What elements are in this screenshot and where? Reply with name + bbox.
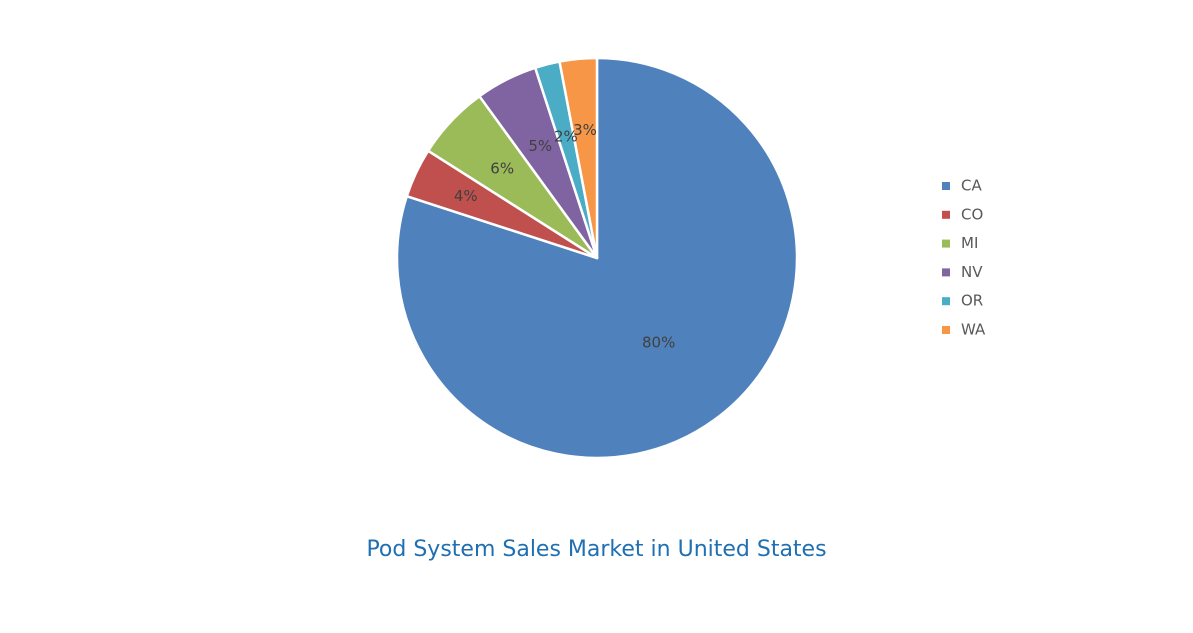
- legend-label-mi: MI: [961, 234, 978, 252]
- legend-swatch-ca: [942, 182, 950, 190]
- legend-swatch-wa: [942, 326, 950, 334]
- data-label-ca: 80%: [642, 333, 675, 351]
- legend-label-co: CO: [961, 205, 983, 223]
- legend: CA CO MI NV OR WA: [942, 177, 986, 339]
- legend-label-wa: WA: [961, 321, 986, 339]
- legend-label-ca: CA: [961, 177, 982, 195]
- data-label-nv: 5%: [528, 137, 552, 155]
- pie-slice-wa: [558, 56, 599, 260]
- pie-slices: [395, 56, 799, 460]
- legend-swatch-nv: [942, 268, 950, 277]
- data-label-co: 4%: [454, 187, 478, 205]
- legend-label-or: OR: [961, 292, 983, 310]
- legend-swatch-co: [942, 210, 950, 219]
- data-label-mi: 6%: [490, 160, 514, 178]
- chart-title: Pod System Sales Market in United States: [366, 537, 827, 562]
- legend-swatch-or: [942, 297, 950, 306]
- data-label-wa: 3%: [573, 121, 597, 139]
- data-label-or: 2%: [554, 127, 578, 145]
- legend-label-nv: NV: [961, 263, 983, 281]
- pie-data-labels: 80% 4% 6% 5%2%3%: [454, 121, 675, 351]
- legend-swatch-mi: [942, 239, 950, 248]
